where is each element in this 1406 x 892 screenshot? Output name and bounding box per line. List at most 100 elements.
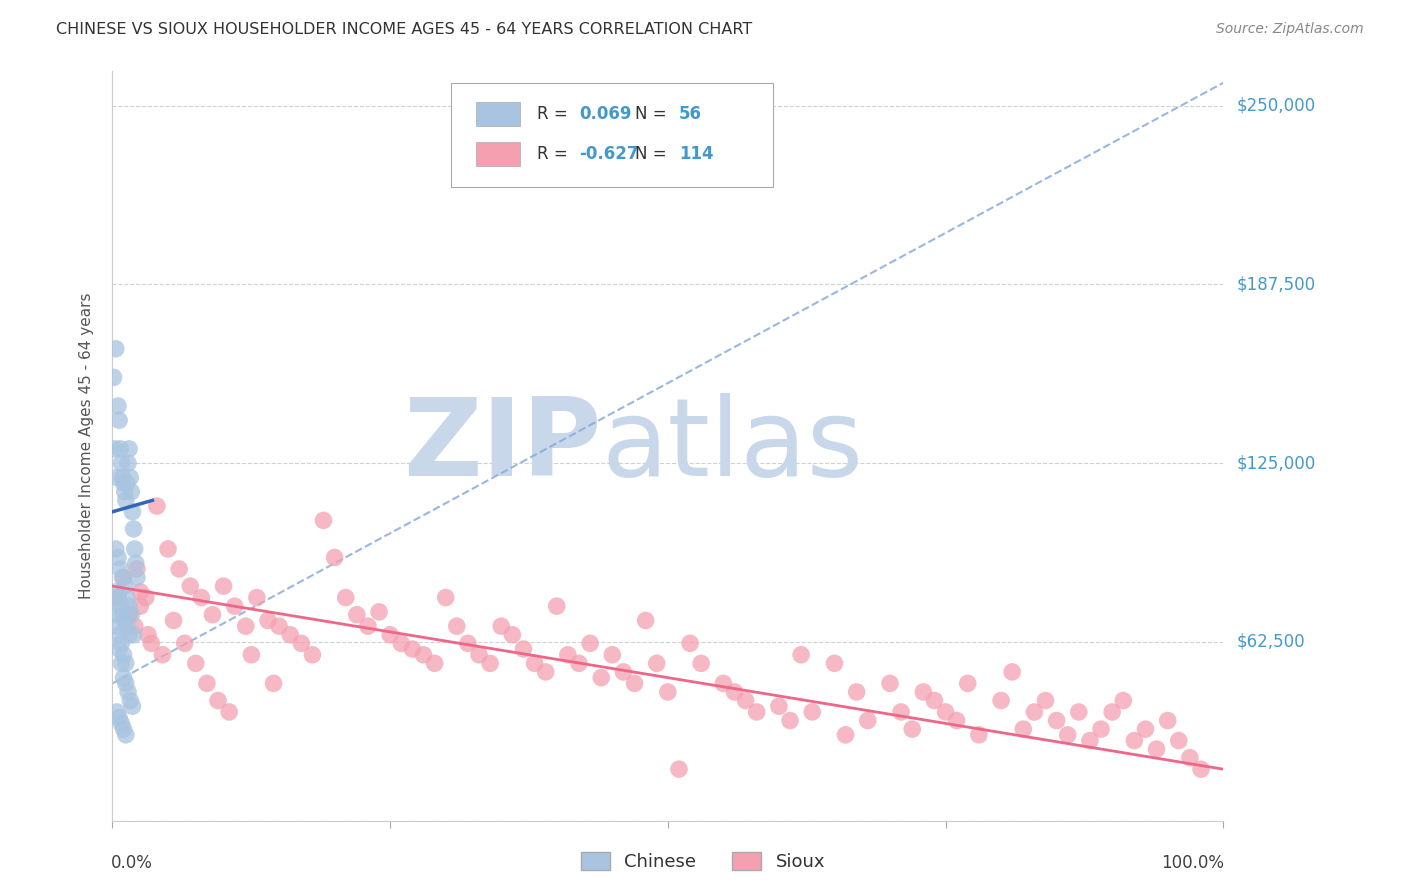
Point [645,657,668,671]
Point [224,599,246,614]
Point [146,499,169,513]
Point [779,714,801,728]
Point [1189,762,1212,776]
Text: $187,500: $187,500 [1237,276,1316,293]
Point [107,591,129,605]
Text: 100.0%: 100.0% [1161,855,1225,872]
Text: $62,500: $62,500 [1237,633,1306,651]
Point [114,676,136,690]
Text: N =: N = [634,105,672,123]
Point [357,619,380,633]
Point [111,470,134,484]
Text: CHINESE VS SIOUX HOUSEHOLDER INCOME AGES 45 - 64 YEARS CORRELATION CHART: CHINESE VS SIOUX HOUSEHOLDER INCOME AGES… [56,22,752,37]
Text: ZIP: ZIP [402,393,602,499]
Point [212,579,235,593]
Point [679,636,702,650]
Point [723,685,745,699]
Point [401,642,423,657]
Point [1024,705,1046,719]
Point [110,657,132,671]
Point [845,685,868,699]
Point [468,648,491,662]
Point [713,676,735,690]
Point [834,728,856,742]
Point [190,591,212,605]
Text: Source: ZipAtlas.com: Source: ZipAtlas.com [1216,22,1364,37]
Point [104,541,127,556]
Point [136,628,159,642]
Point [125,562,148,576]
Point [110,442,132,456]
Point [602,648,624,662]
Point [184,657,207,671]
Point [107,591,129,605]
Point [115,619,138,633]
Point [218,705,240,719]
Point [114,579,136,593]
Point [546,599,568,614]
Point [235,619,257,633]
Point [824,657,846,671]
Point [108,711,131,725]
Point [523,657,546,671]
Point [1056,728,1078,742]
Text: $125,000: $125,000 [1237,454,1316,472]
Point [108,642,131,657]
Point [323,550,346,565]
Point [856,714,879,728]
Point [1178,750,1201,764]
Point [112,476,135,491]
Point [257,614,280,628]
Point [121,699,143,714]
Point [112,648,135,662]
Text: R =: R = [537,105,572,123]
Point [924,693,946,707]
Point [423,657,446,671]
Point [114,484,136,499]
Point [104,442,127,456]
Point [111,570,134,584]
Point [634,614,657,628]
Point [1067,705,1090,719]
Point [745,705,768,719]
Point [115,591,138,605]
Point [568,657,591,671]
Point [122,628,145,642]
Text: 56: 56 [679,105,702,123]
FancyBboxPatch shape [475,142,520,166]
Point [534,665,557,679]
Y-axis label: Householder Income Ages 45 - 64 years: Householder Income Ages 45 - 64 years [79,293,94,599]
Point [108,413,131,427]
Point [768,699,790,714]
Point [368,605,391,619]
Point [734,693,756,707]
Point [1001,665,1024,679]
Point [103,370,125,384]
Point [879,676,901,690]
Point [312,513,335,527]
Point [901,722,924,736]
FancyBboxPatch shape [475,102,520,126]
Point [935,705,957,719]
Legend: Chinese, Sioux: Chinese, Sioux [574,846,832,879]
Point [120,470,142,484]
Point [117,685,139,699]
Point [790,648,813,662]
Point [157,541,180,556]
Point [434,591,457,605]
Point [167,562,190,576]
Point [110,716,132,731]
Point [557,648,579,662]
Point [389,636,412,650]
FancyBboxPatch shape [451,83,773,187]
Text: R =: R = [537,145,572,162]
Point [967,728,990,742]
Point [124,541,146,556]
Point [120,484,142,499]
Point [1012,722,1035,736]
Point [1135,722,1157,736]
Point [1167,733,1189,747]
Point [107,550,129,565]
Point [110,562,132,576]
Point [1101,705,1123,719]
